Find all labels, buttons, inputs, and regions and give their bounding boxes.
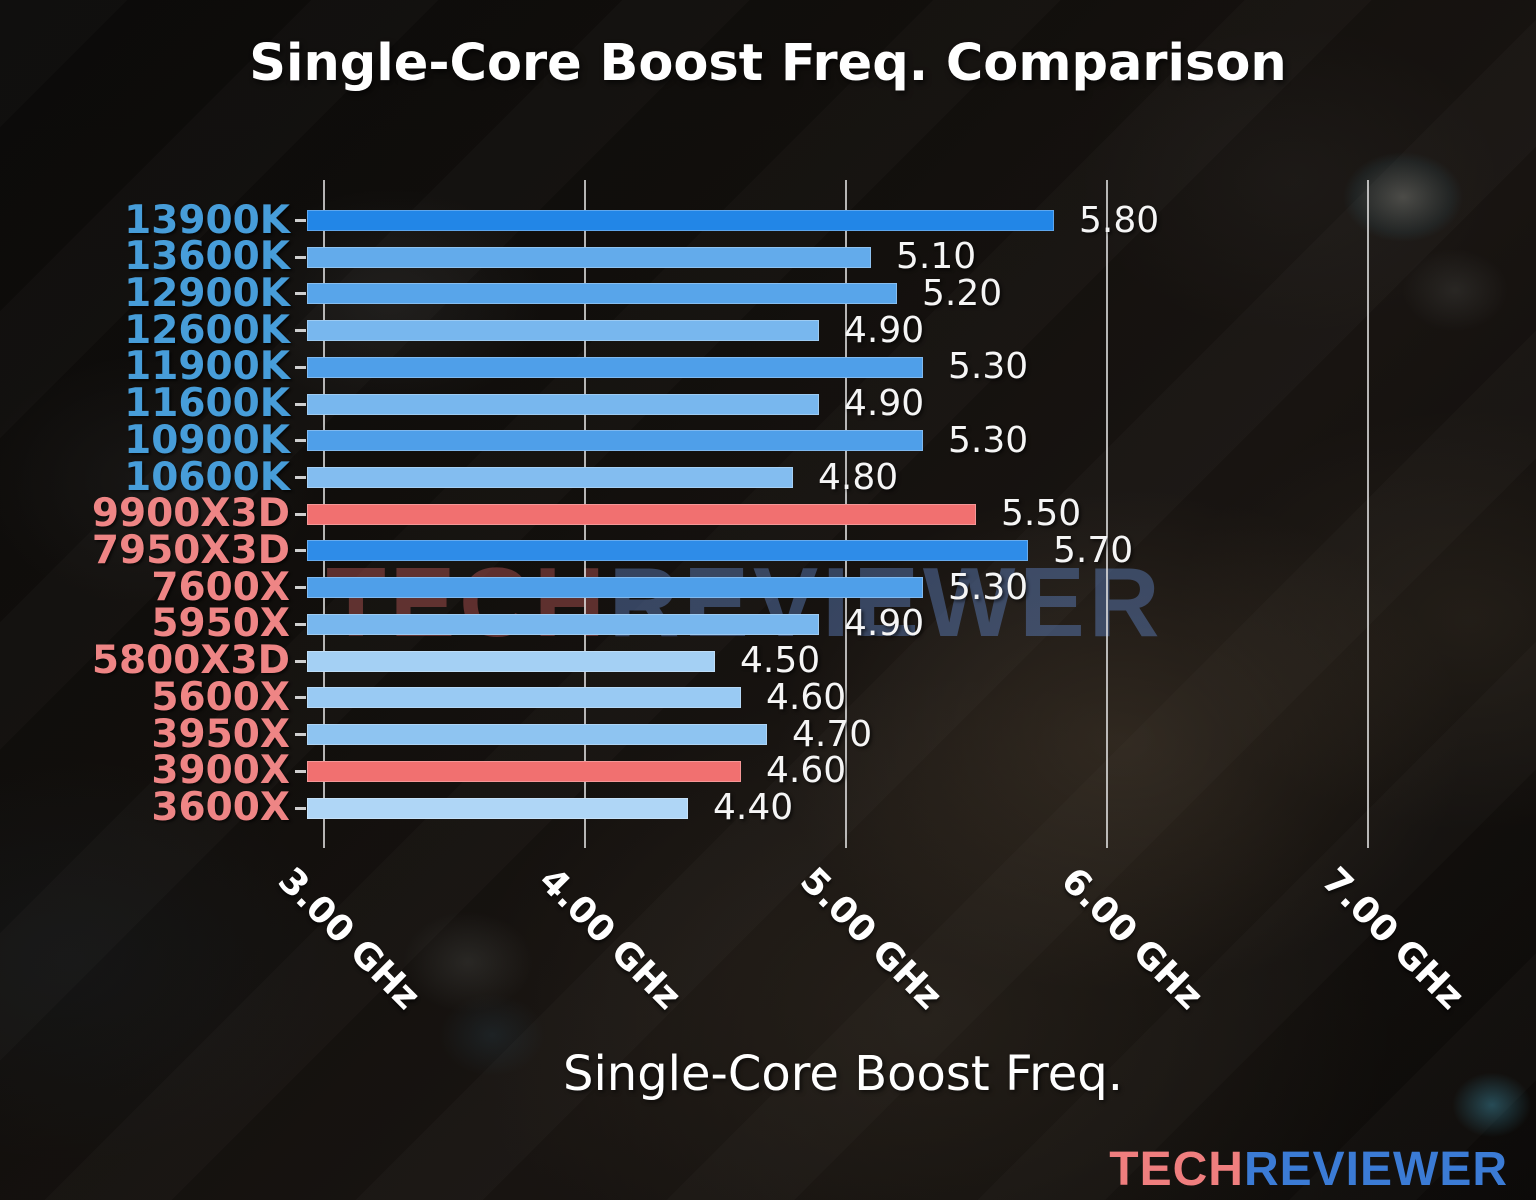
cpu-label: 12900K — [124, 270, 290, 316]
watermark-reviewer: REVIEWER — [608, 547, 1164, 657]
x-tick-label: 3.00 GHz — [270, 860, 428, 1018]
value-label: 4.90 — [844, 383, 925, 425]
value-label: 5.10 — [896, 236, 977, 278]
x-axis-title: Single-Core Boost Freq. — [562, 1046, 1124, 1102]
x-tick-label: 5.00 GHz — [792, 860, 950, 1018]
y-tick — [295, 549, 306, 553]
chart-title: Single-Core Boost Freq. Comparison — [249, 34, 1287, 93]
value-label: 4.90 — [844, 603, 925, 645]
value-label: 4.60 — [766, 676, 847, 718]
bar — [307, 650, 715, 672]
bar — [307, 356, 923, 378]
cpu-label: 7600X — [151, 564, 290, 610]
y-tick — [295, 586, 306, 590]
value-label: 4.90 — [844, 309, 925, 351]
bar — [307, 613, 819, 635]
y-tick — [295, 806, 306, 810]
cpu-label: 3900X — [151, 748, 290, 794]
x-tick-label: 6.00 GHz — [1053, 860, 1211, 1018]
value-label: 4.70 — [792, 713, 873, 755]
cpu-label: 5600X — [151, 674, 290, 720]
watermark: TECHREVIEWER — [326, 546, 1164, 659]
cpu-label: 7950X3D — [91, 527, 290, 573]
bar — [307, 393, 819, 415]
bar — [307, 467, 793, 489]
cpu-label: 3950X — [151, 711, 290, 757]
y-tick — [295, 255, 306, 259]
bar — [307, 577, 923, 599]
cpu-label: 9900X3D — [91, 491, 290, 537]
x-tick-label: 7.00 GHz — [1314, 860, 1472, 1018]
y-tick — [295, 292, 306, 296]
logo-tech: TECH — [1109, 1143, 1244, 1196]
bar — [307, 210, 1054, 231]
y-tick — [295, 696, 306, 700]
y-tick — [295, 402, 306, 406]
cpu-label: 12600K — [124, 307, 290, 353]
x-tick-label: 4.00 GHz — [531, 860, 689, 1018]
bar — [307, 760, 741, 782]
gridline — [1106, 180, 1108, 848]
value-label: 5.30 — [948, 346, 1029, 388]
y-tick — [295, 622, 306, 626]
value-label: 5.30 — [948, 566, 1029, 608]
bar — [307, 540, 1028, 562]
value-label: 4.40 — [713, 787, 794, 829]
y-tick — [295, 219, 306, 222]
brand-logo: TECHREVIEWER — [1109, 1142, 1508, 1197]
bar — [307, 246, 871, 268]
value-label: 5.80 — [1079, 199, 1160, 241]
bar — [307, 320, 819, 342]
logo-reviewer: REVIEWER — [1243, 1143, 1508, 1196]
cpu-label: 5800X3D — [91, 638, 290, 684]
bar — [307, 687, 741, 709]
cpu-label: 11900K — [124, 344, 290, 390]
value-label: 4.60 — [766, 750, 847, 792]
cpu-label: 5950X — [151, 601, 290, 647]
value-label: 4.80 — [818, 456, 899, 498]
watermark-tech: TECH — [326, 547, 609, 657]
bar — [307, 797, 688, 819]
bar — [307, 503, 976, 525]
cpu-label: 11600K — [124, 381, 290, 427]
cpu-label: 3600X — [151, 785, 290, 831]
value-label: 5.20 — [922, 272, 1003, 314]
bar — [307, 283, 897, 305]
bar — [307, 430, 923, 452]
y-tick — [295, 476, 306, 480]
cpu-label: 10900K — [124, 417, 290, 463]
value-label: 5.50 — [1001, 493, 1082, 535]
y-tick — [295, 769, 306, 773]
gridline — [1367, 180, 1369, 848]
y-tick — [295, 329, 306, 333]
y-tick — [295, 439, 306, 443]
y-tick — [295, 365, 306, 369]
y-tick — [295, 733, 306, 737]
cpu-label: 10600K — [124, 454, 290, 500]
cpu-label: 13600K — [124, 234, 290, 280]
y-tick — [295, 659, 306, 663]
y-tick — [295, 512, 306, 516]
bar — [307, 724, 767, 746]
cpu-label: 13900K — [124, 197, 290, 243]
value-label: 4.50 — [740, 640, 821, 682]
value-label: 5.30 — [948, 419, 1029, 461]
value-label: 5.70 — [1053, 529, 1134, 571]
